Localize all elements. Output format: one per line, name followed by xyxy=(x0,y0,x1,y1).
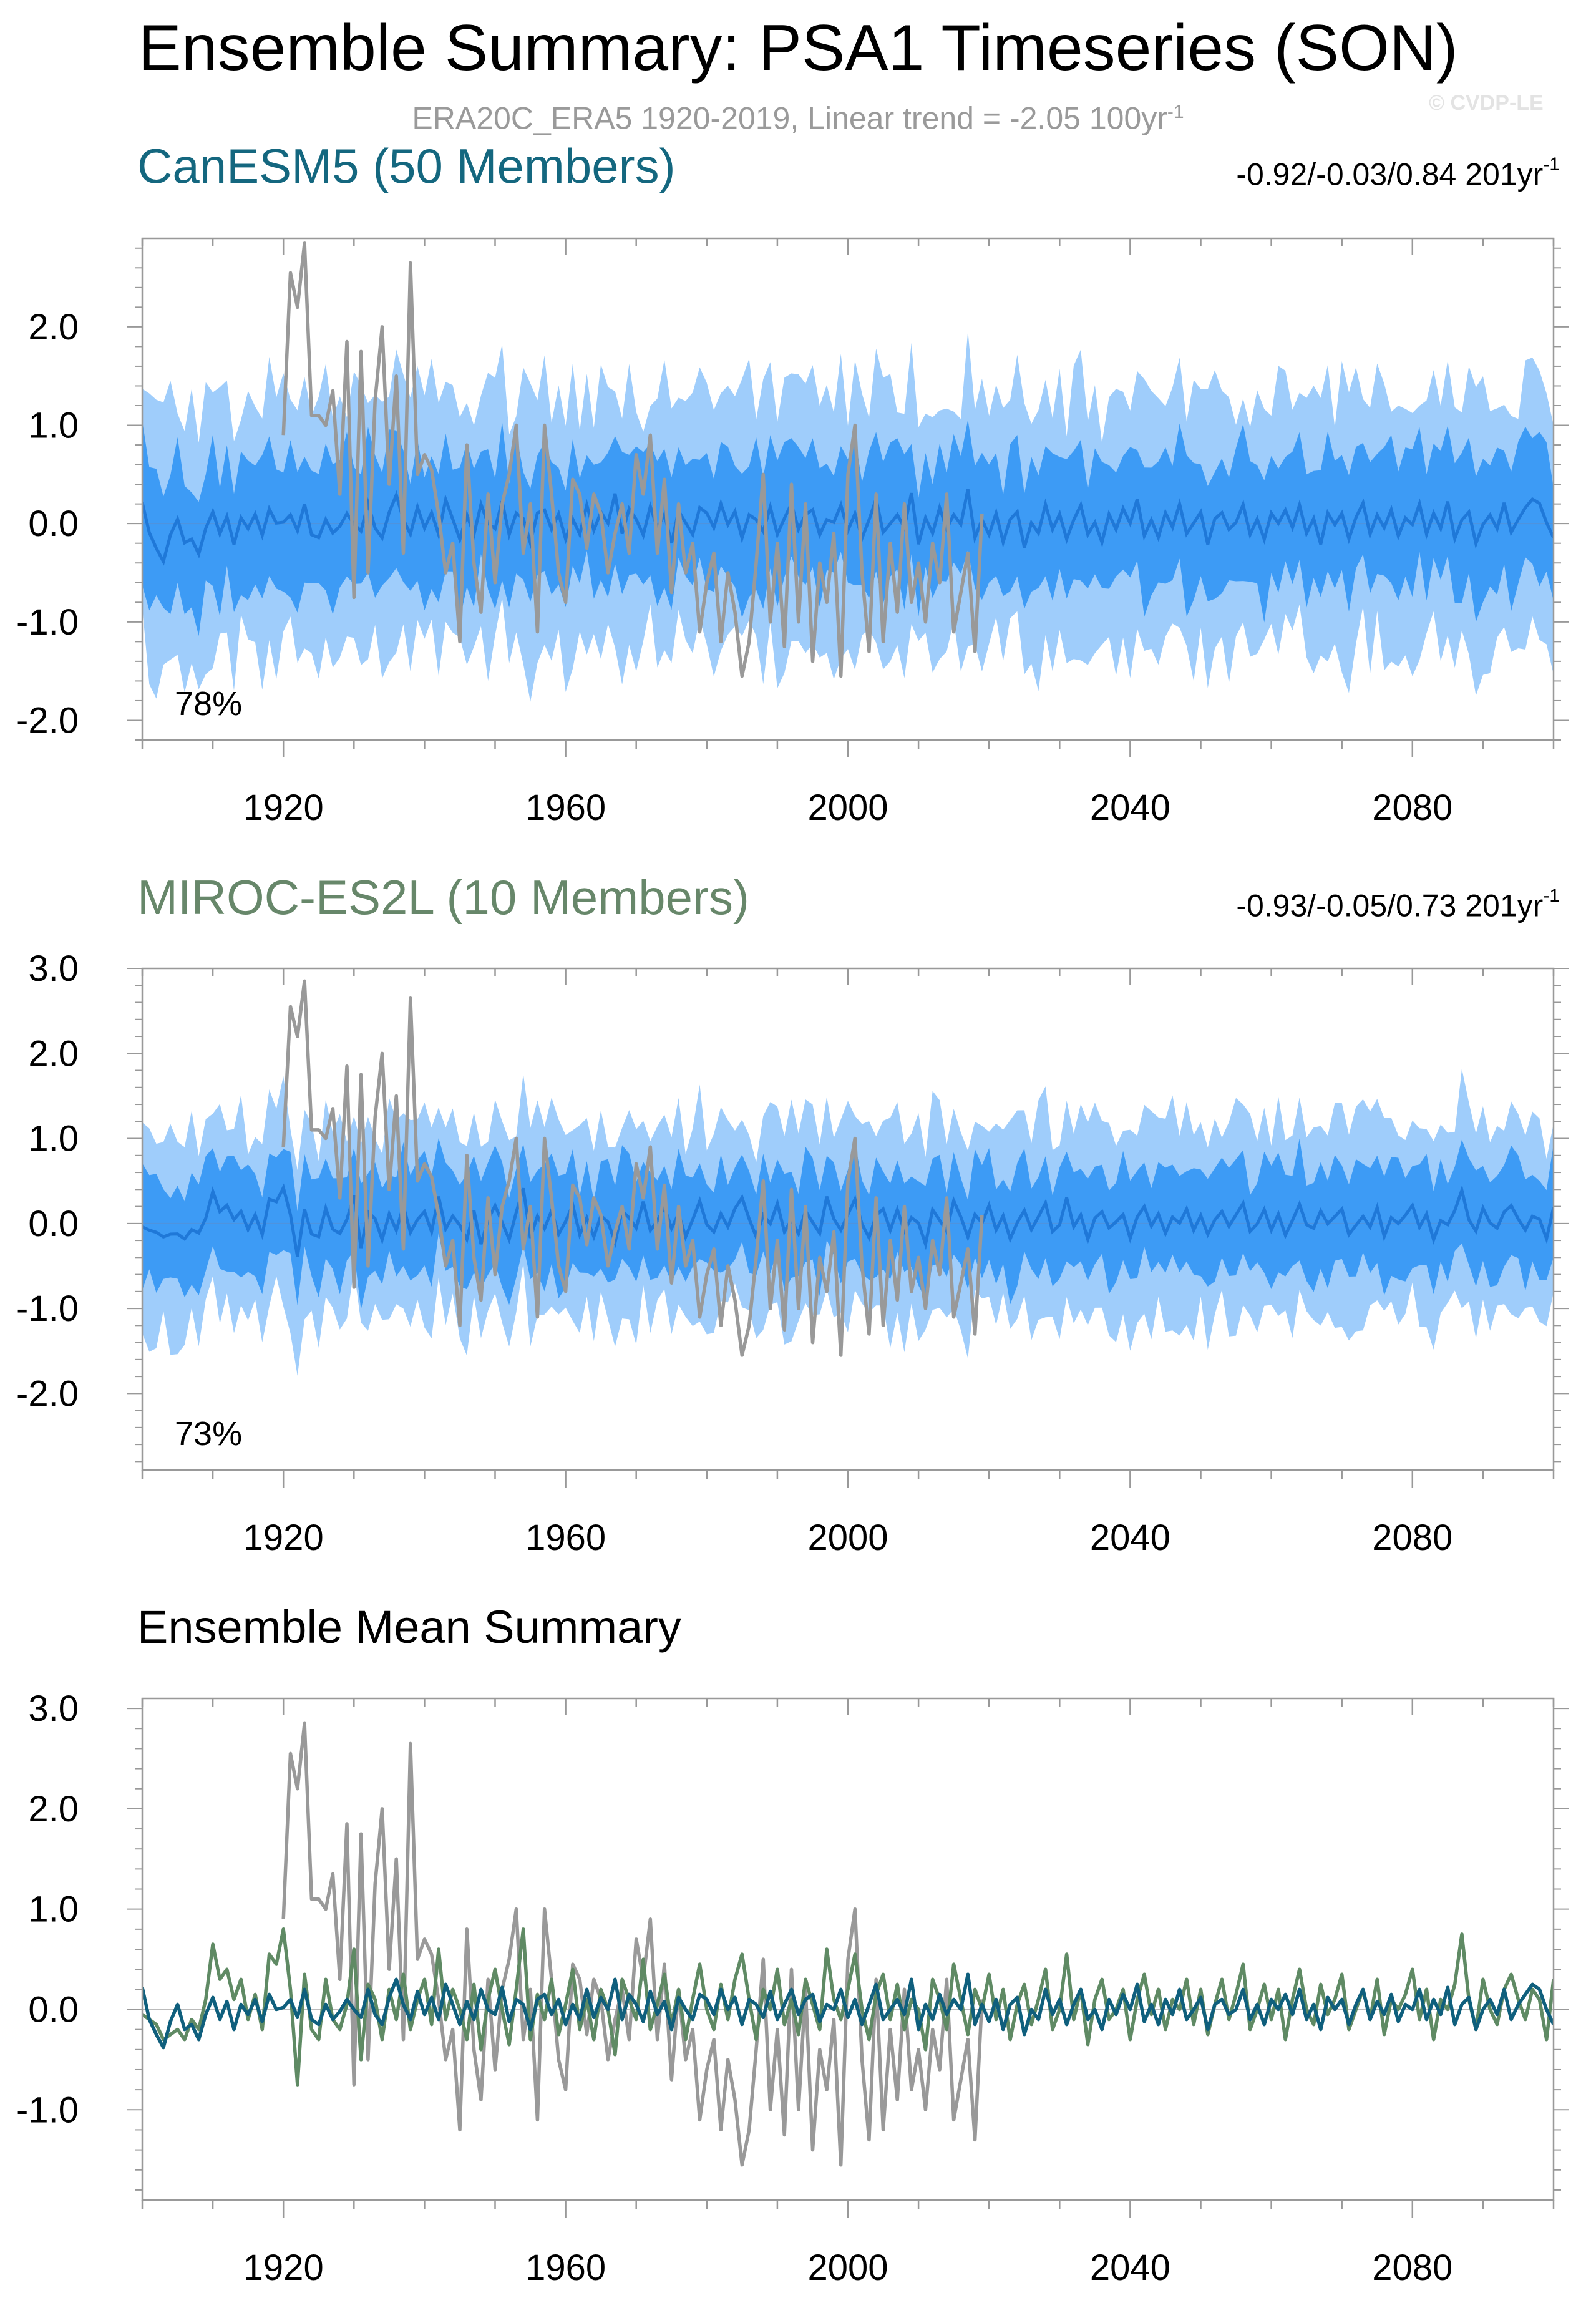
observations-line xyxy=(281,979,984,1357)
canesm-mean-line xyxy=(142,1972,1554,2050)
panel1-stats-text: -0.92/-0.03/0.84 201yr xyxy=(1236,157,1544,192)
x-tick-label: 2000 xyxy=(807,1517,888,1558)
y-tick-label: 0.0 xyxy=(28,1989,79,2030)
chart-panel-2: 73% 1920 1960 2000 2040 2080 3.0 2.0 1.0 0.0 -1.0 -… xyxy=(16,948,1569,1558)
y-tick-label: 1.0 xyxy=(28,1119,79,1159)
y-tick-label: -1.0 xyxy=(16,602,79,643)
y-tick-label: 2.0 xyxy=(28,1033,79,1074)
x-tick-label: 2040 xyxy=(1090,2247,1170,2288)
panel2-title: MIROC-ES2L (10 Members) xyxy=(137,870,749,925)
watermark: © CVDP-LE xyxy=(1429,91,1544,115)
plot-area xyxy=(142,979,1554,1376)
observations-line xyxy=(281,241,984,678)
x-tick-label: 1920 xyxy=(243,2247,324,2288)
y-tick-label: -1.0 xyxy=(16,1288,79,1329)
x-tick-label: 2080 xyxy=(1372,1517,1452,1558)
x-tick-label: 1960 xyxy=(525,787,606,828)
plot-area xyxy=(142,1721,1554,2167)
miroc-mean-line xyxy=(142,1927,1554,2087)
panel2-stats: -0.93/-0.05/0.73 201yr-1 xyxy=(1236,880,1560,926)
percent-label: 73% xyxy=(175,1415,242,1453)
y-tick-label: 3.0 xyxy=(28,1688,79,1729)
main-title: Ensemble Summary: PSA1 Timeseries (SON) xyxy=(138,12,1458,84)
x-tick-label: 2000 xyxy=(807,787,888,828)
chart-panel-3: 1920 1960 2000 2040 2080 3.0 2.0 1.0 0.0 -1.0 xyxy=(16,1688,1569,2288)
y-tick-label: 0.0 xyxy=(28,1204,79,1244)
panel2-stats-text: -0.93/-0.05/0.73 201yr xyxy=(1236,888,1544,923)
subtitle-sup: -1 xyxy=(1167,102,1184,122)
ensemble-mean-line xyxy=(142,489,1554,566)
x-tick-label: 2040 xyxy=(1090,787,1170,828)
x-tick-label: 1920 xyxy=(243,1517,324,1558)
percent-label: 78% xyxy=(175,685,242,723)
x-tick-label: 2040 xyxy=(1090,1517,1170,1558)
y-tick-label: -1.0 xyxy=(16,2090,79,2130)
plot-area xyxy=(142,241,1554,702)
x-tick-label: 2080 xyxy=(1372,787,1452,828)
y-tick-label: 1.0 xyxy=(28,1889,79,1930)
main-subtitle: ERA20C_ERA5 1920-2019, Linear trend = -2… xyxy=(0,92,1596,139)
subtitle-text: ERA20C_ERA5 1920-2019, Linear trend = -2… xyxy=(412,100,1167,136)
chart-panel-1: 78% 1920 1960 2000 2040 2080 2.0 1.0 0.0 -1.0 -2.0 xyxy=(16,237,1569,828)
x-tick-label: 1960 xyxy=(525,2247,606,2288)
y-tick-label: 1.0 xyxy=(28,406,79,446)
panel2-stats-sup: -1 xyxy=(1543,885,1560,906)
panel1-stats: -0.92/-0.03/0.84 201yr-1 xyxy=(1236,149,1560,195)
y-tick-label: 2.0 xyxy=(28,1789,79,1829)
y-tick-label: -2.0 xyxy=(16,1373,79,1414)
panel1-title: CanESM5 (50 Members) xyxy=(137,139,676,193)
y-tick-label: -2.0 xyxy=(16,700,79,741)
y-tick-label: 3.0 xyxy=(28,948,79,989)
y-tick-label: 0.0 xyxy=(28,504,79,544)
x-tick-label: 2000 xyxy=(807,2247,888,2288)
x-tick-label: 1960 xyxy=(525,1517,606,1558)
y-tick-label: 2.0 xyxy=(28,307,79,348)
x-tick-label: 1920 xyxy=(243,787,324,828)
panel3-title: Ensemble Mean Summary xyxy=(137,1601,681,1653)
panel1-stats-sup: -1 xyxy=(1543,154,1560,175)
x-tick-label: 2080 xyxy=(1372,2247,1452,2288)
observations-line xyxy=(281,1721,984,2167)
